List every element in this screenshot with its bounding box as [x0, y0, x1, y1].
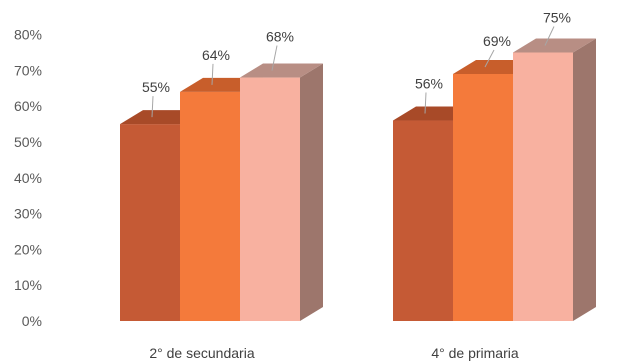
data-label: 75%	[543, 10, 571, 26]
y-tick-label: 40%	[14, 170, 42, 186]
x-category-label: 2° de secundaria	[149, 345, 254, 361]
bar-side	[300, 63, 323, 322]
bar-front	[120, 124, 180, 321]
data-label-leader	[484, 49, 495, 68]
bar-front	[513, 52, 573, 321]
y-tick-label: 20%	[14, 241, 42, 257]
x-category-label: 4° de primaria	[431, 345, 519, 361]
bar-front	[453, 73, 513, 321]
bar-top	[240, 63, 323, 78]
y-tick-label: 0%	[22, 313, 42, 329]
bar-front	[240, 77, 300, 321]
y-tick-label: 70%	[14, 62, 42, 78]
bar-front	[393, 120, 453, 322]
bar-top	[513, 38, 596, 53]
data-labels: 55% 64% 68% 56% 69% 75%	[142, 10, 571, 118]
x-axis: 2° de secundaria 4° de primaria	[149, 345, 518, 361]
bar-side	[573, 38, 596, 321]
bar-2-3	[513, 38, 596, 321]
data-label: 68%	[266, 29, 294, 45]
bars	[120, 38, 596, 322]
y-tick-label: 60%	[14, 98, 42, 114]
data-label-leader	[544, 26, 555, 46]
y-axis: 0% 10% 20% 30% 40% 50% 60% 70% 80%	[14, 27, 42, 329]
data-label: 69%	[483, 33, 511, 49]
data-label: 64%	[202, 47, 230, 63]
data-label: 56%	[415, 76, 443, 92]
data-label-leader	[211, 63, 214, 85]
y-tick-label: 50%	[14, 134, 42, 150]
data-label-leader	[151, 96, 154, 118]
y-tick-label: 80%	[14, 27, 42, 43]
y-tick-label: 10%	[14, 277, 42, 293]
bar-front	[180, 91, 240, 321]
data-label-leader	[271, 45, 278, 71]
data-label-leader	[424, 92, 427, 114]
y-tick-label: 30%	[14, 206, 42, 222]
data-label: 55%	[142, 79, 170, 95]
bar-1-3	[240, 63, 323, 322]
